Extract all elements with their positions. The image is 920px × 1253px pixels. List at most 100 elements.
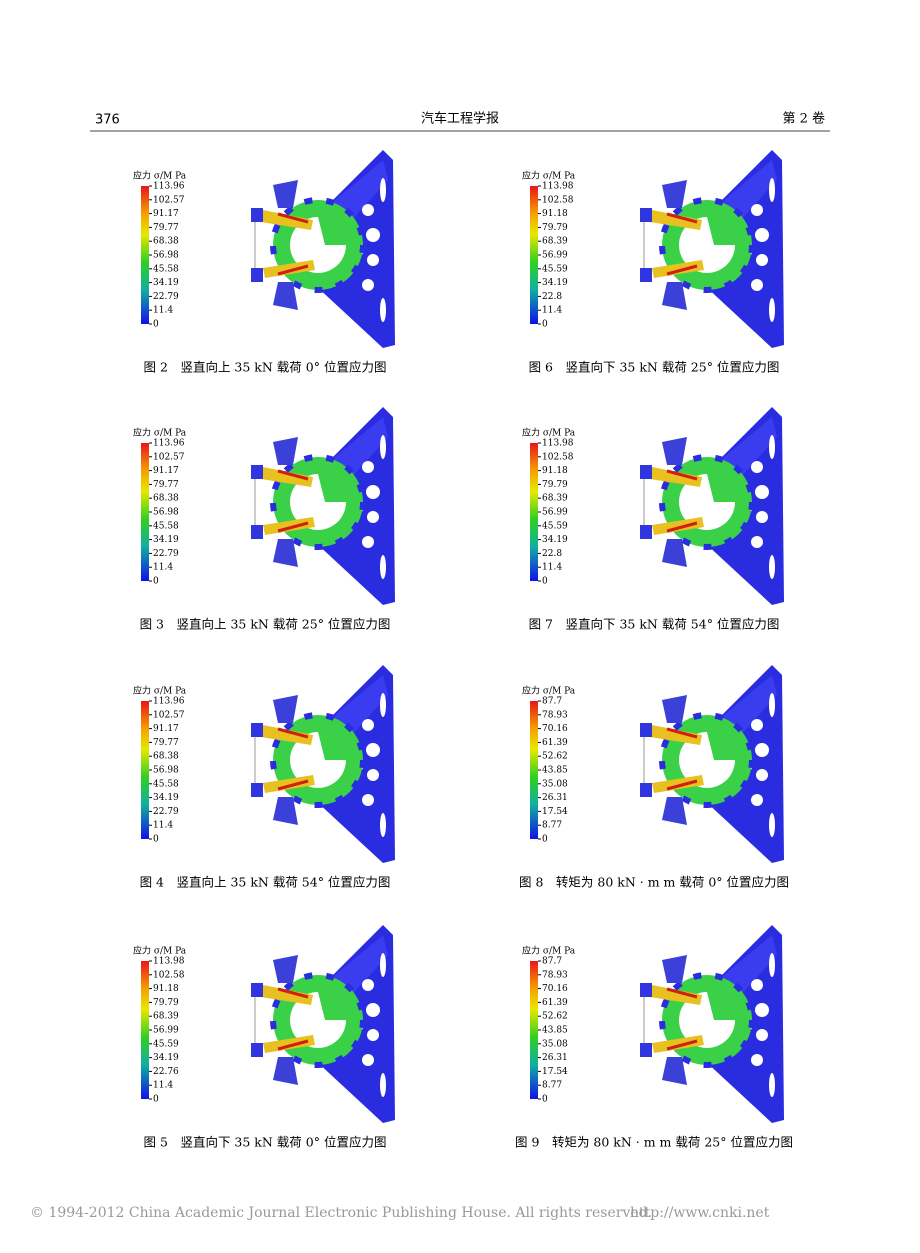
colorbar-label: 17.54 (542, 807, 568, 817)
colorbar-label: 56.98 (153, 508, 179, 518)
colorbar-label: 35.08 (542, 1039, 568, 1049)
colorbar-label: 22.8 (542, 292, 562, 302)
colorbar (530, 701, 538, 839)
colorbar-label: 0 (153, 577, 159, 587)
copyright: © 1994-2012 China Academic Journal Elect… (30, 1205, 652, 1221)
colorbar-label: 61.39 (542, 738, 568, 748)
colorbar-label: 0 (542, 835, 548, 845)
page-number: 376 (95, 113, 120, 128)
colorbar-label: 34.19 (153, 1053, 179, 1063)
colorbar-label: 79.77 (153, 480, 179, 490)
colorbar-label: 56.99 (542, 251, 568, 261)
colorbar-label: 79.77 (153, 738, 179, 748)
colorbar-label: 102.58 (542, 452, 574, 462)
colorbar-label: 26.31 (542, 793, 568, 803)
colorbar-label: 34.19 (542, 278, 568, 288)
caption: 图 2 竖直向上 35 kN 载荷 0° 位置应力图 (144, 360, 387, 375)
colorbar-label: 34.19 (153, 278, 179, 288)
colorbar-label: 11.4 (153, 306, 173, 316)
colorbar-label: 45.58 (153, 521, 179, 531)
colorbar-label: 56.99 (542, 508, 568, 518)
url: http://www.cnki.net (630, 1205, 770, 1221)
colorbar (141, 443, 149, 581)
colorbar-label: 11.4 (153, 563, 173, 573)
colorbar-label: 45.58 (153, 779, 179, 789)
caption: 图 5 竖直向下 35 kN 载荷 0° 位置应力图 (144, 1135, 387, 1150)
journal-title: 汽车工程学报 (421, 111, 499, 127)
stress-image (640, 925, 784, 1123)
colorbar-label: 102.58 (153, 970, 185, 980)
caption: 图 8 转矩为 80 kN · m m 载荷 0° 位置应力图 (519, 875, 789, 890)
colorbar-label: 113.96 (153, 439, 185, 449)
caption: 图 4 竖直向上 35 kN 载荷 54° 位置应力图 (140, 875, 391, 890)
colorbar-label: 11.4 (153, 821, 173, 831)
colorbar-label: 113.98 (542, 182, 574, 192)
colorbar-label: 91.18 (542, 466, 568, 476)
legend-title: 应力 σ/M Pa (133, 170, 187, 182)
colorbar-label: 43.85 (542, 1026, 568, 1036)
colorbar-label: 17.54 (542, 1067, 568, 1077)
colorbar-label: 26.31 (542, 1053, 568, 1063)
colorbar-label: 68.38 (153, 752, 179, 762)
colorbar-label: 70.16 (542, 724, 568, 734)
colorbar-label: 91.17 (153, 724, 179, 734)
figures: 应力 σ/M Pa 113.96 102.57 91.17 79.77 68.38 56.9… (133, 150, 793, 1150)
colorbar-label: 87.7 (542, 697, 562, 707)
colorbar (141, 186, 149, 324)
legend-title: 应力 σ/M Pa (522, 170, 576, 182)
volume: 第 2 卷 (782, 111, 825, 127)
colorbar-label: 34.19 (153, 535, 179, 545)
colorbar-label: 0 (542, 1095, 548, 1105)
colorbar-label: 102.57 (153, 710, 185, 720)
colorbar-label: 34.19 (542, 535, 568, 545)
colorbar-label: 56.98 (153, 766, 179, 776)
legend-title: 应力 σ/M Pa (133, 685, 187, 697)
colorbar-label: 87.7 (542, 957, 562, 967)
colorbar-label: 61.39 (542, 998, 568, 1008)
colorbar-label: 79.79 (153, 998, 179, 1008)
colorbar-label: 68.38 (153, 494, 179, 504)
colorbar-label: 22.76 (153, 1067, 179, 1077)
colorbar-label: 70.16 (542, 984, 568, 994)
colorbar-label: 113.98 (542, 439, 574, 449)
colorbar-label: 79.79 (542, 223, 568, 233)
colorbar-label: 78.93 (542, 710, 568, 720)
colorbar-label: 79.79 (542, 480, 568, 490)
legend-title: 应力 σ/M Pa (522, 945, 576, 957)
colorbar (141, 961, 149, 1099)
colorbar-label: 0 (153, 320, 159, 330)
colorbar-label: 68.39 (542, 237, 568, 247)
colorbar-label: 102.57 (153, 195, 185, 205)
colorbar-label: 11.4 (153, 1081, 173, 1091)
colorbar (530, 961, 538, 1099)
colorbar-label: 45.59 (542, 264, 568, 274)
colorbar-label: 68.39 (153, 1012, 179, 1022)
colorbar-label: 102.58 (542, 195, 574, 205)
colorbar-label: 0 (153, 1095, 159, 1105)
colorbar-label: 91.18 (153, 984, 179, 994)
colorbar-label: 91.18 (542, 209, 568, 219)
colorbar-label: 68.39 (542, 494, 568, 504)
colorbar-label: 11.4 (542, 563, 562, 573)
colorbar-label: 102.57 (153, 452, 185, 462)
colorbar-label: 8.77 (542, 821, 562, 831)
stress-image (251, 925, 395, 1123)
colorbar (530, 186, 538, 324)
colorbar-label: 91.17 (153, 209, 179, 219)
colorbar-label: 22.79 (153, 292, 179, 302)
colorbar-label: 0 (542, 577, 548, 587)
colorbar-label: 11.4 (542, 306, 562, 316)
colorbar-label: 45.59 (542, 521, 568, 531)
colorbar-label: 113.98 (153, 957, 185, 967)
colorbar-label: 22.79 (153, 549, 179, 559)
colorbar-label: 34.19 (153, 793, 179, 803)
legend-title: 应力 σ/M Pa (133, 945, 187, 957)
colorbar-label: 56.99 (153, 1026, 179, 1036)
